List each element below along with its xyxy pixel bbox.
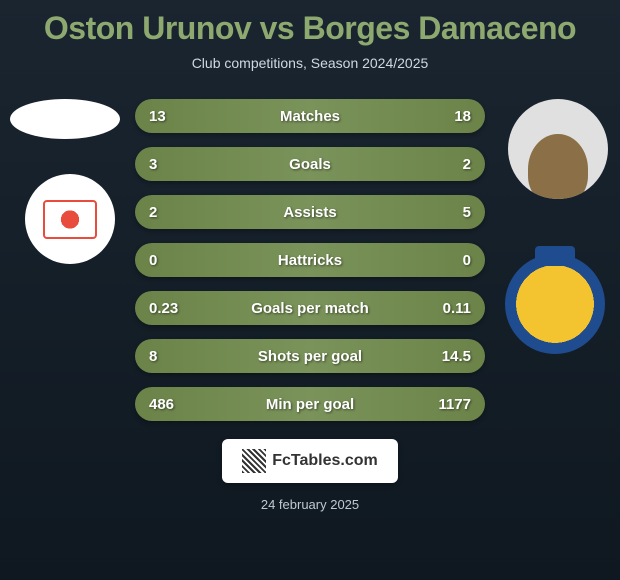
stat-right-value: 18: [431, 108, 471, 125]
stat-label: Shots per goal: [258, 348, 362, 365]
stat-left-value: 2: [149, 204, 189, 221]
stat-row: 8 Shots per goal 14.5: [135, 339, 485, 373]
stat-label: Matches: [280, 108, 340, 125]
footer: FcTables.com 24 february 2025: [222, 439, 398, 512]
stat-right-value: 5: [431, 204, 471, 221]
stat-left-value: 0.23: [149, 300, 189, 317]
stat-right-value: 1177: [431, 396, 471, 413]
page-title: Oston Urunov vs Borges Damaceno: [44, 10, 576, 47]
stat-right-value: 2: [431, 156, 471, 173]
stat-left-value: 0: [149, 252, 189, 269]
date-text: 24 february 2025: [261, 497, 359, 512]
stat-row: 2 Assists 5: [135, 195, 485, 229]
stat-label: Goals: [289, 156, 331, 173]
stat-row: 3 Goals 2: [135, 147, 485, 181]
stat-left-value: 8: [149, 348, 189, 365]
club2-logo: [505, 254, 605, 354]
stat-label: Hattricks: [278, 252, 342, 269]
logo-text: FcTables.com: [272, 452, 378, 470]
stat-right-value: 14.5: [431, 348, 471, 365]
page-subtitle: Club competitions, Season 2024/2025: [192, 55, 429, 71]
stat-left-value: 486: [149, 396, 189, 413]
stat-right-value: 0.11: [431, 300, 471, 317]
content-area: 13 Matches 18 3 Goals 2 2 Assists 5 0 Ha…: [0, 99, 620, 421]
stat-label: Goals per match: [251, 300, 369, 317]
chart-icon: [242, 449, 266, 473]
club1-logo: [25, 174, 115, 264]
player1-avatar: [10, 99, 120, 139]
player2-avatar: [508, 99, 608, 199]
stat-left-value: 13: [149, 108, 189, 125]
stat-label: Min per goal: [266, 396, 354, 413]
stat-row: 0 Hattricks 0: [135, 243, 485, 277]
stats-column: 13 Matches 18 3 Goals 2 2 Assists 5 0 Ha…: [135, 99, 485, 421]
fctables-logo-link[interactable]: FcTables.com: [222, 439, 398, 483]
stat-left-value: 3: [149, 156, 189, 173]
stat-row: 486 Min per goal 1177: [135, 387, 485, 421]
stat-label: Assists: [283, 204, 336, 221]
stat-row: 0.23 Goals per match 0.11: [135, 291, 485, 325]
stat-row: 13 Matches 18: [135, 99, 485, 133]
comparison-card: Oston Urunov vs Borges Damaceno Club com…: [0, 0, 620, 580]
stat-right-value: 0: [431, 252, 471, 269]
